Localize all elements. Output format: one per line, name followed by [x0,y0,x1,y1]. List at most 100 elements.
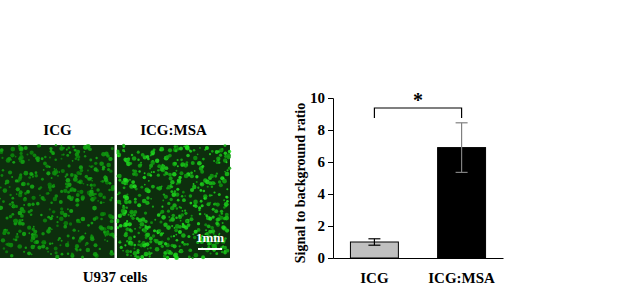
speckle [87,177,91,181]
speckle [124,200,128,204]
speckle [208,217,212,221]
speckle [179,245,181,247]
speckle [166,249,170,253]
error-bar [368,239,380,245]
speckle [43,198,46,201]
speckle [228,150,231,153]
y-tick-label: 10 [310,90,325,106]
speckle [37,246,41,250]
speckle [59,217,64,222]
speckle [153,171,155,173]
speckle [119,240,121,242]
speckle [3,247,5,249]
speckle [216,156,220,160]
speckle [11,197,14,200]
speckle [218,193,221,196]
speckle [109,157,113,161]
speckle [222,179,227,184]
speckle [103,231,106,234]
speckle [59,244,61,246]
speckle [47,251,49,253]
speckle [49,157,51,159]
speckle [197,161,202,166]
speckle [146,232,151,237]
speckle [123,146,125,148]
speckle [124,233,128,237]
y-tick-mark [328,226,333,227]
speckle [184,212,187,215]
speckle [205,146,209,150]
speckle [97,200,99,202]
speckle [179,147,183,151]
speckle [191,215,193,217]
speckle [118,192,121,195]
speckle [150,160,155,165]
speckle [211,150,214,153]
speckle [179,171,183,175]
speckle [22,232,26,236]
speckle [191,161,195,165]
speckle [27,251,31,255]
speckle [152,206,154,208]
speckle [217,217,221,221]
speckle [137,232,139,234]
speckle [85,233,87,235]
speckle [75,198,80,203]
speckle [163,173,166,176]
speckle [160,167,164,171]
speckle [76,156,78,158]
speckle [171,185,174,188]
speckle [91,222,94,225]
speckle [106,240,108,242]
speckle [98,192,103,197]
speckle [59,200,63,204]
speckle [126,158,129,161]
speckle [159,220,162,223]
speckle [169,176,173,180]
speckle [194,204,198,208]
speckle [176,239,179,242]
speckle [179,249,183,253]
speckle [26,154,28,156]
speckle [14,219,18,223]
speckle [18,211,23,216]
speckle [81,195,85,199]
speckle [56,216,58,218]
speckle [170,206,174,210]
speckle [170,180,174,184]
speckle [130,211,134,215]
speckle [31,245,35,249]
speckle [75,158,78,161]
error-bar-segment [368,238,380,239]
speckle [0,187,2,189]
speckle [14,238,17,241]
speckle [138,164,142,168]
speckle [17,244,22,249]
speckle [9,215,12,218]
y-axis-title: Signal to background ratio [293,103,308,263]
y-tick-mark [328,258,333,259]
speckle [146,191,148,193]
speckle [0,198,1,200]
speckle [7,157,11,161]
speckle [123,224,125,226]
speckle [130,241,134,245]
speckle [124,196,129,201]
speckle [76,204,79,207]
y-tick-label: 4 [318,186,326,202]
speckle [180,220,182,222]
speckle [204,197,207,200]
speckle [78,181,81,184]
speckle [140,222,145,227]
speckle [15,156,17,158]
speckle [31,253,33,255]
speckle [189,150,192,153]
speckle [133,248,135,250]
speckle [93,184,96,187]
speckle [37,144,41,148]
speckle [210,252,212,254]
speckle [69,209,73,213]
speckle [186,161,189,164]
speckle [178,230,182,234]
speckle [79,190,83,194]
